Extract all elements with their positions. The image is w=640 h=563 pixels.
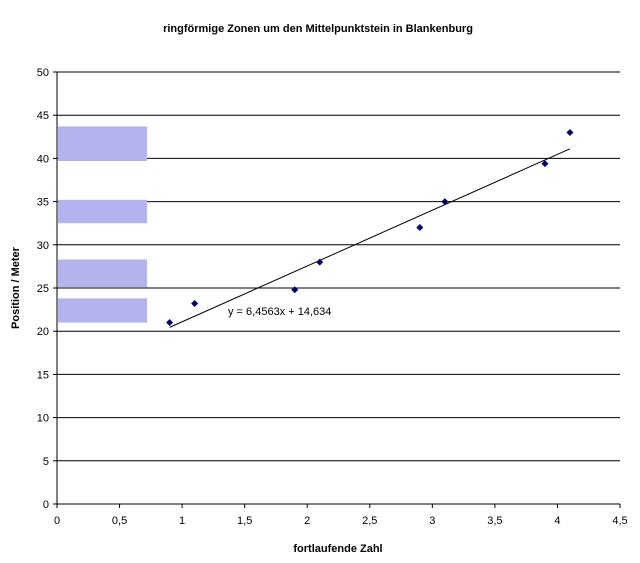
data-point: [166, 319, 174, 327]
data-points: [166, 128, 574, 327]
zone-band: [58, 259, 148, 288]
y-tick-label: 5: [43, 456, 49, 468]
data-point: [416, 224, 424, 232]
y-tick-label: 50: [37, 67, 49, 79]
x-tick-label: 3,5: [487, 515, 502, 527]
x-tick-label: 1: [179, 515, 185, 527]
x-axis-title: fortlaufende Zahl: [293, 543, 382, 555]
gridlines: [57, 71, 620, 462]
x-tick-label: 2: [304, 515, 310, 527]
axes: 0 5 10 15 20 25 30 35 40 45 50 0 0,5 1 1,5 2 2,5 3 3,5 4 4,5: [37, 67, 628, 527]
y-tick-label: 25: [37, 283, 49, 295]
chart-title: ringförmige Zonen um den Mittelpunktstei…: [163, 23, 473, 35]
trendline: [169, 148, 571, 328]
x-tick-label: 0,5: [112, 515, 127, 527]
data-point: [316, 258, 324, 266]
y-tick-label: 40: [37, 153, 49, 165]
zone-band: [58, 126, 148, 161]
y-tick-label: 0: [43, 499, 49, 511]
x-tick-label: 3: [429, 515, 435, 527]
y-tick-label: 30: [37, 240, 49, 252]
trendline-equation: y = 6,4563x + 14,634: [228, 306, 331, 318]
y-tick-label: 35: [37, 197, 49, 209]
y-axis-title: Position / Meter: [10, 246, 22, 329]
zone-band: [58, 199, 148, 224]
y-tick-label: 10: [37, 413, 49, 425]
zone-band: [58, 298, 148, 323]
x-tick-label: 2,5: [362, 515, 377, 527]
x-tick-label: 4,5: [612, 515, 627, 527]
x-tick-label: 0: [54, 515, 60, 527]
data-point: [541, 160, 549, 168]
data-point: [566, 128, 574, 136]
trendline-group: [169, 148, 571, 328]
zone-bands: [58, 126, 148, 323]
y-tick-label: 45: [37, 110, 49, 122]
data-point: [291, 286, 299, 294]
x-tick-label: 1,5: [237, 515, 252, 527]
data-point: [441, 198, 449, 206]
y-tick-label: 20: [37, 326, 49, 338]
x-tick-label: 4: [554, 515, 560, 527]
y-tick-label: 15: [37, 369, 49, 381]
data-point: [191, 300, 199, 308]
